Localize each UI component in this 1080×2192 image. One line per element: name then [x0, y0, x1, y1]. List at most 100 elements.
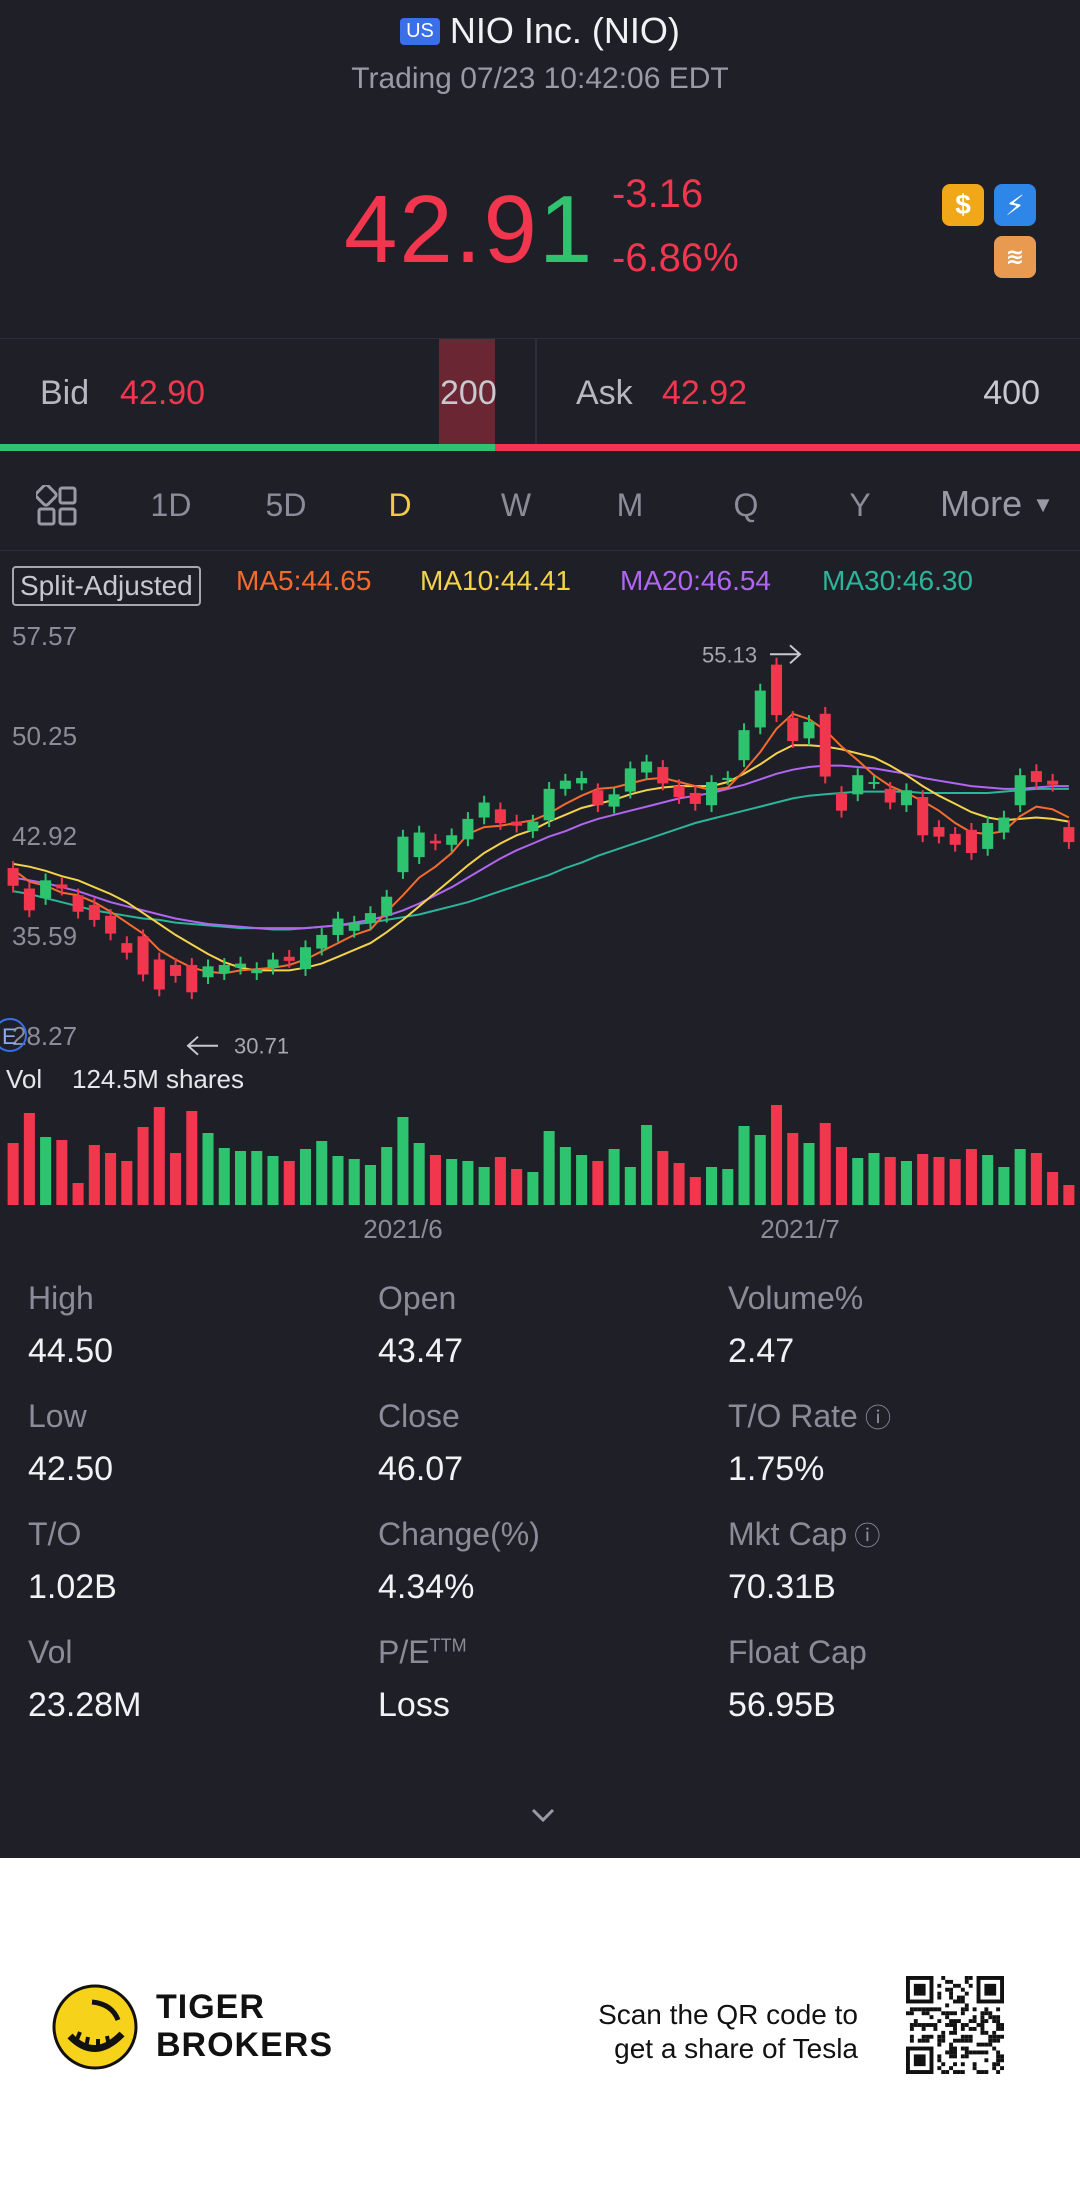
qr-module: [984, 2042, 989, 2047]
stat-label-vol: Vol: [28, 1634, 72, 1671]
candle-body: [1030, 771, 1042, 783]
qr-module: [945, 2011, 950, 2016]
tab-more-label: More: [940, 483, 1023, 524]
qr-module: [953, 2038, 957, 2043]
qr-module: [937, 2066, 942, 2071]
volume-bar: [738, 1126, 750, 1205]
qr-module: [953, 1983, 957, 1988]
volume-bar: [267, 1156, 279, 1205]
stat-label-text: P/E: [378, 1634, 430, 1670]
volume-bar: [803, 1143, 815, 1205]
qr-module: [949, 2019, 954, 2024]
qr-module: [996, 2062, 1001, 2067]
candle-body: [543, 788, 555, 821]
price-change: -3.16: [612, 172, 704, 216]
volume-bar: [478, 1167, 490, 1205]
volume-bar: [949, 1159, 961, 1205]
qr-module: [953, 2019, 957, 2024]
qr-module: [929, 2007, 934, 2012]
candle-body: [105, 915, 117, 934]
volume-bar: [868, 1153, 880, 1205]
candle-body: [202, 966, 214, 978]
candle-body: [170, 964, 182, 976]
tab-quarter[interactable]: Q: [733, 487, 759, 523]
volume-bar: [121, 1161, 133, 1205]
earnings-marker-icon[interactable]: [0, 1018, 27, 1052]
ma20-line: [12, 764, 1069, 930]
volume-bar: [673, 1163, 685, 1205]
volume-bar: [1063, 1185, 1075, 1205]
volume-bar: [251, 1151, 263, 1205]
tab-day[interactable]: D: [388, 487, 412, 523]
qr-module: [956, 1995, 961, 2000]
split-adjusted-toggle[interactable]: Split-Adjusted: [12, 566, 201, 606]
qr-module: [956, 1983, 961, 1988]
qr-module: [996, 2054, 1001, 2059]
qr-module: [960, 2034, 965, 2039]
volume-bar: [462, 1161, 474, 1205]
qr-module: [960, 2007, 965, 2012]
tab-1d[interactable]: 1D: [150, 487, 192, 523]
volume-bar: [137, 1127, 149, 1205]
price-change-pct: -6.86%: [612, 236, 739, 280]
volume-bar: [722, 1169, 734, 1205]
qr-module: [992, 2062, 997, 2067]
volume-bar: [900, 1161, 912, 1205]
info-icon[interactable]: ⓘ: [847, 1521, 881, 1551]
tab-more[interactable]: More ▼: [932, 483, 1062, 525]
dollar-icon[interactable]: $: [942, 184, 984, 226]
volume-bar: [186, 1111, 198, 1205]
grid-layout-icon[interactable]: [36, 485, 78, 527]
qr-module: [996, 2058, 1001, 2063]
qr-module: [968, 2034, 973, 2039]
tab-week[interactable]: W: [500, 487, 532, 523]
candle-body: [917, 797, 929, 836]
lightning-icon[interactable]: ⚡: [994, 184, 1036, 226]
low-price-marker: 30.71: [234, 1034, 289, 1059]
chevron-down-icon[interactable]: [528, 1800, 558, 1830]
caret-down-icon: ▼: [1032, 492, 1054, 517]
tab-year[interactable]: Y: [849, 487, 871, 523]
qr-module: [972, 2026, 977, 2031]
qr-module: [933, 2007, 938, 2012]
tab-5d[interactable]: 5D: [265, 487, 307, 523]
qr-module: [953, 2026, 957, 2031]
qr-module: [960, 2011, 965, 2016]
candle-body: [884, 788, 896, 803]
ma10-line: [12, 744, 1070, 972]
candle-body: [624, 768, 636, 792]
candle-body: [738, 730, 750, 761]
candle-body: [527, 821, 539, 832]
qr-module: [937, 2034, 942, 2039]
stat-label-mkt-cap: Mkt Cap ⓘ: [728, 1516, 880, 1553]
qr-module: [996, 2015, 1001, 2020]
qr-module: [949, 2023, 954, 2027]
qr-module: [972, 2015, 977, 2020]
volume-bar: [72, 1183, 84, 1205]
qr-module: [956, 2038, 961, 2043]
candle-body: [446, 835, 458, 845]
stat-label-float-cap: Float Cap: [728, 1634, 867, 1671]
layers-icon[interactable]: ≋: [994, 236, 1036, 278]
qr-module: [937, 2007, 942, 2012]
qr-module: [956, 2019, 961, 2024]
stat-value-high: 44.50: [28, 1332, 114, 1370]
qr-module: [956, 1999, 961, 2004]
qr-module: [925, 2011, 930, 2016]
volume-bar: [7, 1143, 19, 1205]
volume-bar: [689, 1177, 701, 1205]
candle-body: [429, 840, 441, 844]
candle-body: [1063, 827, 1075, 843]
tab-month[interactable]: M: [616, 487, 644, 523]
qr-code-icon: [906, 1976, 1004, 2074]
ma30-value: MA30:46.30: [822, 565, 973, 596]
stat-value-volume: 2.47: [728, 1332, 795, 1370]
volume-value: 124.5M shares: [72, 1064, 244, 1094]
qr-module: [945, 2023, 950, 2027]
qr-module: [964, 1979, 969, 1984]
info-icon[interactable]: ⓘ: [857, 1403, 892, 1433]
candle-body: [186, 964, 198, 993]
stat-label-text: T/O: [28, 1516, 82, 1552]
qr-module: [972, 2050, 977, 2055]
